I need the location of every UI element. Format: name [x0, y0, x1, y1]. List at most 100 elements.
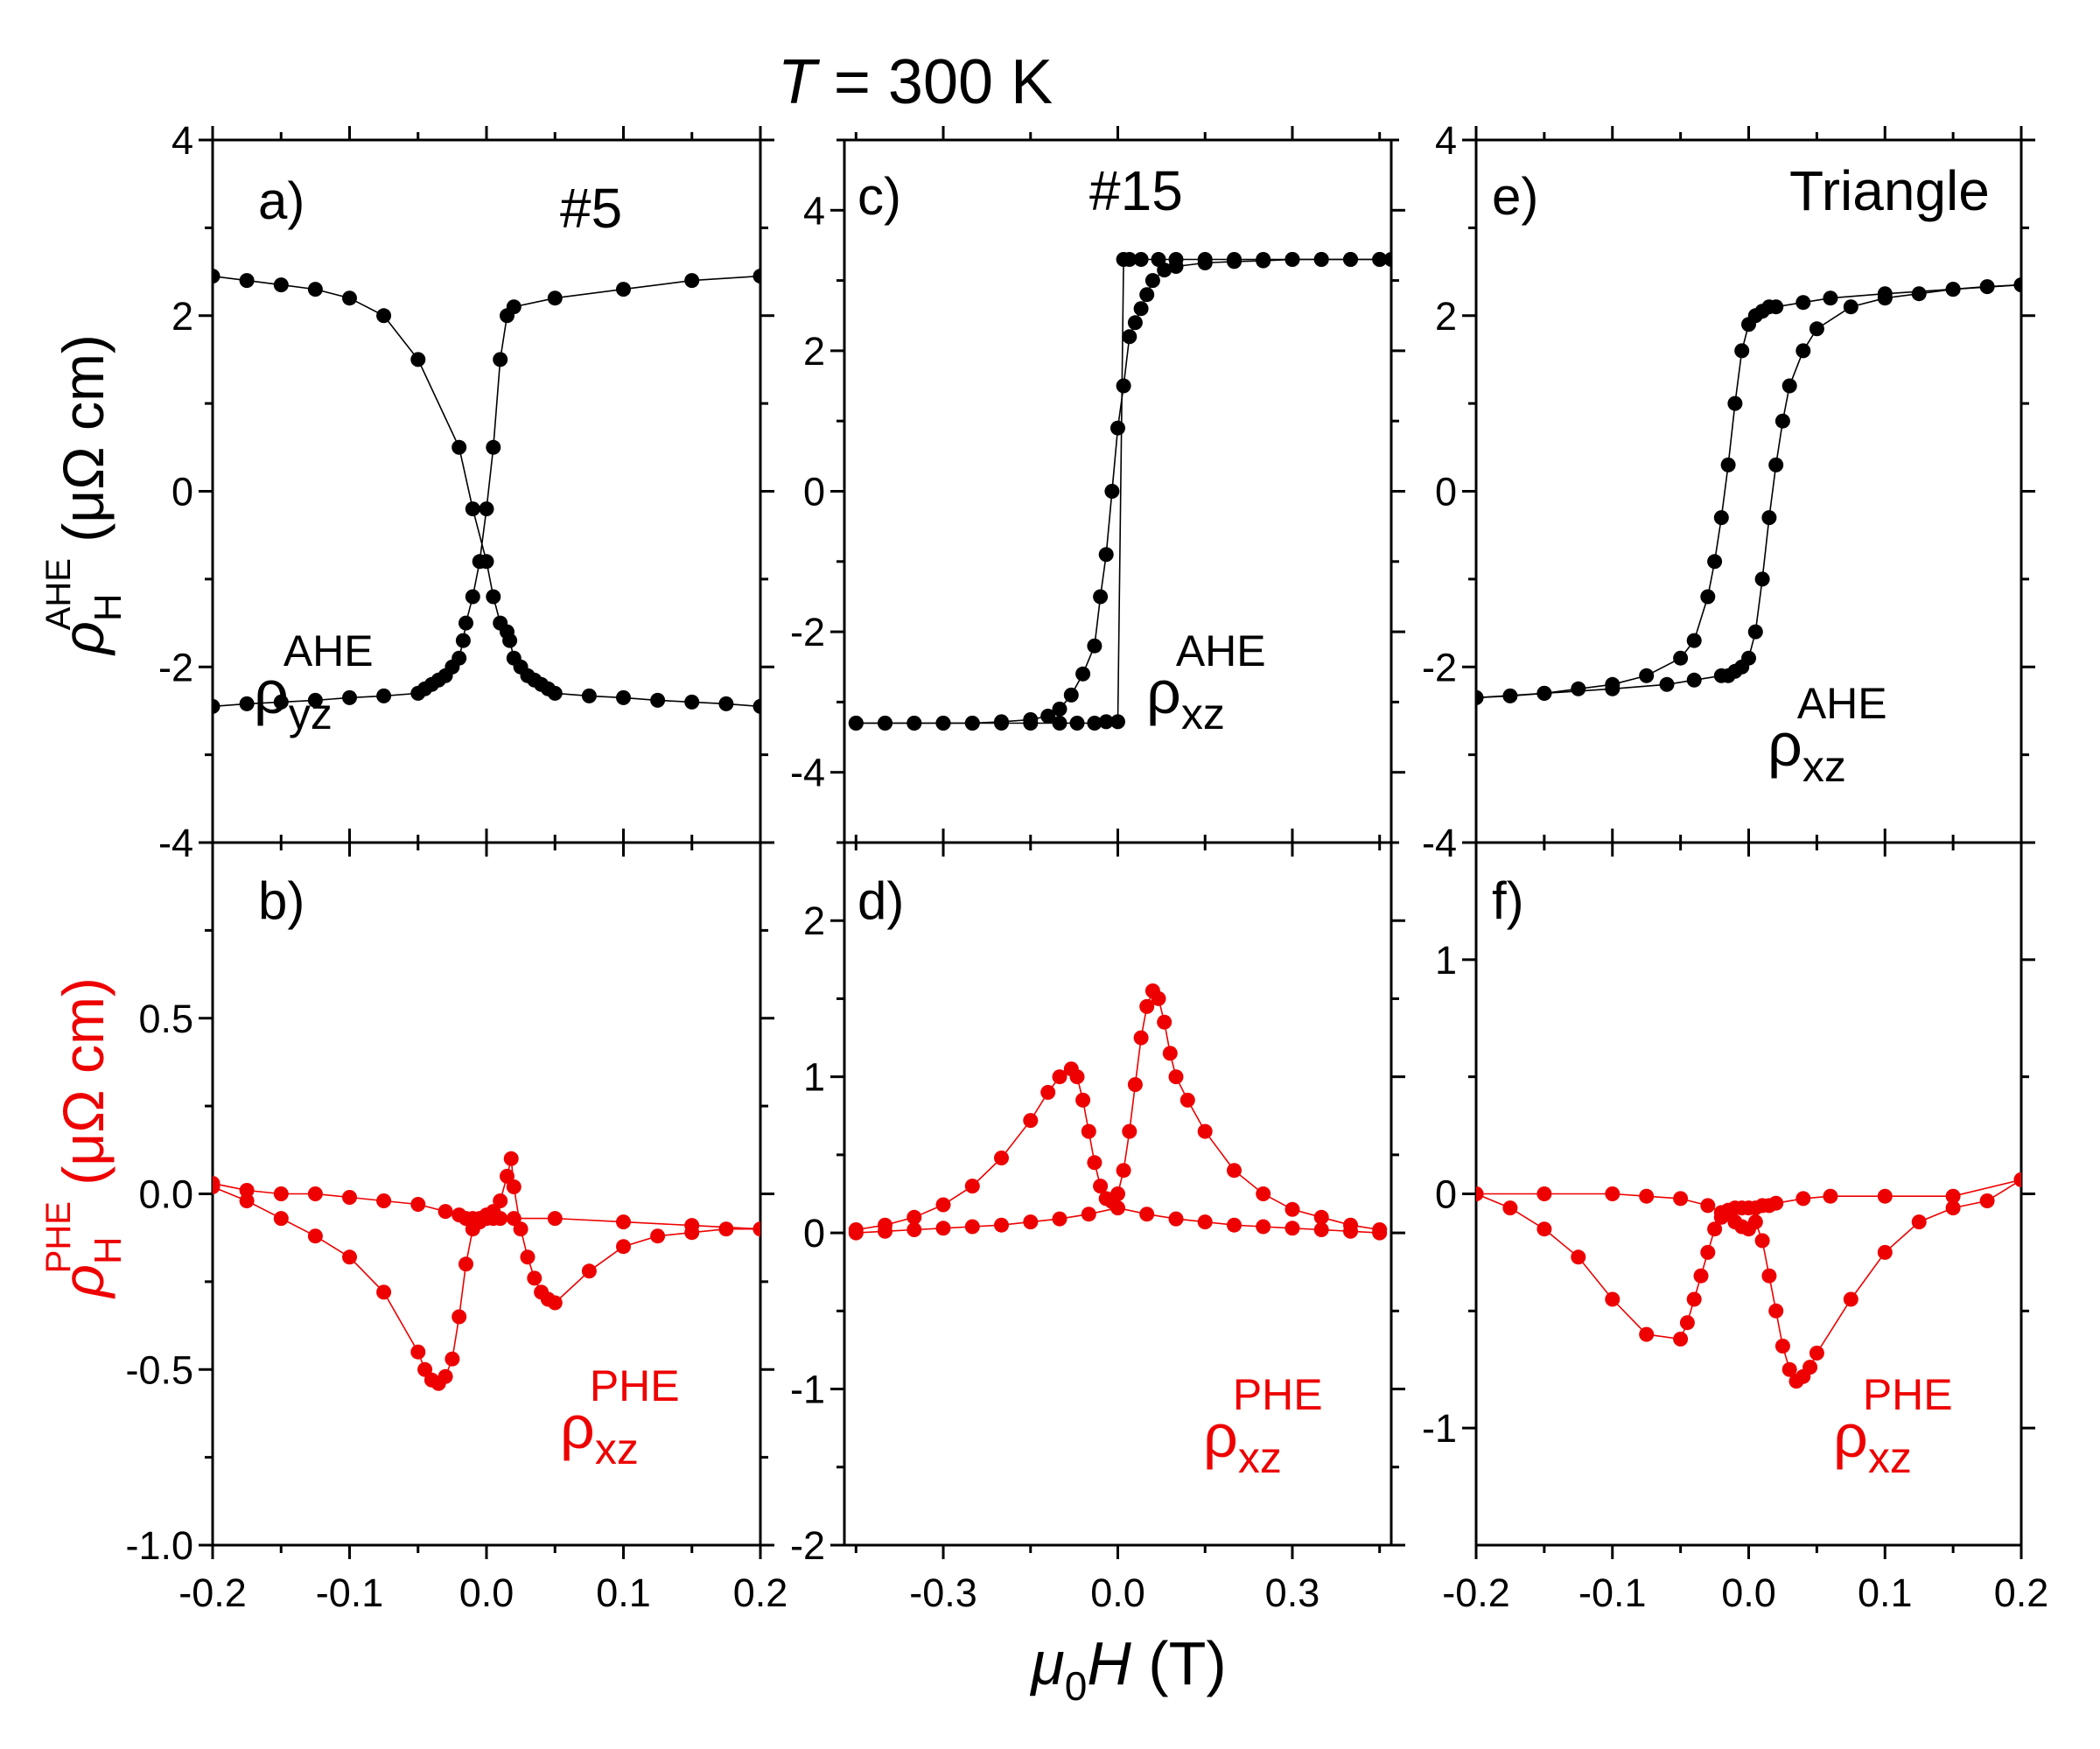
data-point — [935, 1221, 951, 1236]
data-point — [935, 1197, 951, 1213]
data-point — [1093, 1179, 1109, 1194]
curve-label-rho: ρ — [254, 658, 289, 726]
data-point — [581, 1263, 597, 1279]
curve-label-sup: AHE — [1176, 626, 1266, 675]
data-point — [1700, 1198, 1716, 1214]
data-point — [1127, 1077, 1143, 1093]
y-tick-label: 0 — [172, 470, 193, 514]
data-point — [1313, 252, 1329, 267]
series-line — [1476, 283, 2021, 699]
data-point — [1659, 676, 1675, 692]
data-point — [1802, 1360, 1818, 1375]
y-tick-label: 0 — [1435, 1172, 1457, 1217]
data-point — [1151, 252, 1166, 267]
data-point — [752, 1221, 760, 1237]
data-point — [1686, 1291, 1702, 1307]
data-point — [1122, 252, 1138, 267]
sample-label: Triangle — [1789, 159, 1990, 222]
data-point — [1110, 714, 1125, 730]
y-tick-label: 2 — [172, 294, 193, 339]
data-point — [479, 501, 494, 517]
x-tick-label: 0.3 — [1265, 1571, 1320, 1615]
data-point — [1104, 484, 1120, 499]
data-point — [2013, 1172, 2021, 1187]
data-point — [1843, 1291, 1858, 1307]
data-point — [1313, 1209, 1329, 1225]
curve-label-rho: ρ — [1146, 658, 1181, 726]
curve-label: ρxz PHE — [1833, 1370, 1953, 1482]
data-point — [1605, 681, 1620, 696]
data-point — [444, 1351, 460, 1367]
data-point — [684, 694, 700, 710]
curve-label: ρxz PHE — [1203, 1370, 1323, 1482]
panel-c-data — [848, 252, 1391, 731]
data-point — [1754, 1233, 1770, 1249]
data-point — [1197, 252, 1213, 267]
data-point — [342, 290, 357, 306]
data-point — [1075, 1092, 1091, 1108]
data-point — [376, 1193, 392, 1208]
y-tick-label: -2 — [790, 610, 825, 654]
data-point — [493, 1193, 508, 1208]
panel-label: e) — [1492, 167, 1538, 226]
data-point — [1162, 1046, 1178, 1061]
data-point — [1796, 295, 1811, 311]
xlabel-unit: (T) — [1131, 1629, 1227, 1697]
curve-label: ρxz AHE — [1768, 679, 1887, 791]
y-tick-label: 0.0 — [138, 1172, 193, 1217]
data-point — [906, 1209, 922, 1225]
y-tick-label: 0 — [803, 470, 825, 514]
data-point — [994, 716, 1009, 731]
data-point — [752, 269, 760, 284]
data-point — [410, 352, 426, 367]
title-italic: T — [778, 47, 821, 117]
data-point — [1343, 1223, 1358, 1239]
data-point — [1761, 510, 1777, 526]
data-point — [1284, 1221, 1300, 1236]
data-point — [1157, 1014, 1172, 1030]
data-point — [273, 277, 289, 293]
xlabel-mu: μ — [1029, 1629, 1064, 1697]
data-point — [376, 308, 392, 324]
curve-label-sup: PHE — [1863, 1370, 1953, 1419]
data-point — [1945, 1200, 1961, 1216]
data-point — [1040, 709, 1056, 724]
curve-label-sub: yz — [289, 689, 332, 738]
data-point — [1700, 589, 1716, 605]
data-point — [1605, 1291, 1620, 1307]
data-point — [1227, 1217, 1242, 1233]
data-point — [1476, 1186, 1484, 1201]
data-point — [1639, 1326, 1655, 1342]
data-point — [547, 685, 563, 701]
data-point — [438, 1368, 453, 1384]
data-point — [1081, 1123, 1096, 1139]
data-point — [452, 650, 467, 666]
y-tick-label: 4 — [1435, 118, 1457, 163]
data-point — [1122, 329, 1138, 345]
data-point — [1734, 343, 1750, 359]
x-tick-label: 0.1 — [1858, 1571, 1913, 1615]
data-point — [684, 273, 700, 289]
data-point — [1133, 301, 1149, 317]
data-point — [1774, 413, 1790, 429]
data-point — [213, 269, 220, 284]
data-point — [848, 716, 864, 731]
data-point — [547, 290, 563, 306]
data-point — [1116, 1163, 1131, 1179]
data-point — [1075, 666, 1091, 682]
data-point — [964, 1219, 980, 1235]
data-point — [465, 501, 480, 517]
data-point — [273, 1186, 289, 1201]
series-line — [856, 989, 1380, 1231]
data-point — [1979, 1193, 1995, 1208]
data-point — [1877, 1188, 1893, 1204]
data-point — [458, 615, 473, 631]
data-point — [1768, 299, 1784, 315]
data-point — [906, 1222, 922, 1237]
data-point — [650, 692, 666, 708]
data-point — [527, 1270, 542, 1286]
data-point — [616, 1239, 631, 1255]
data-point — [1768, 457, 1784, 472]
data-point — [410, 1197, 426, 1212]
